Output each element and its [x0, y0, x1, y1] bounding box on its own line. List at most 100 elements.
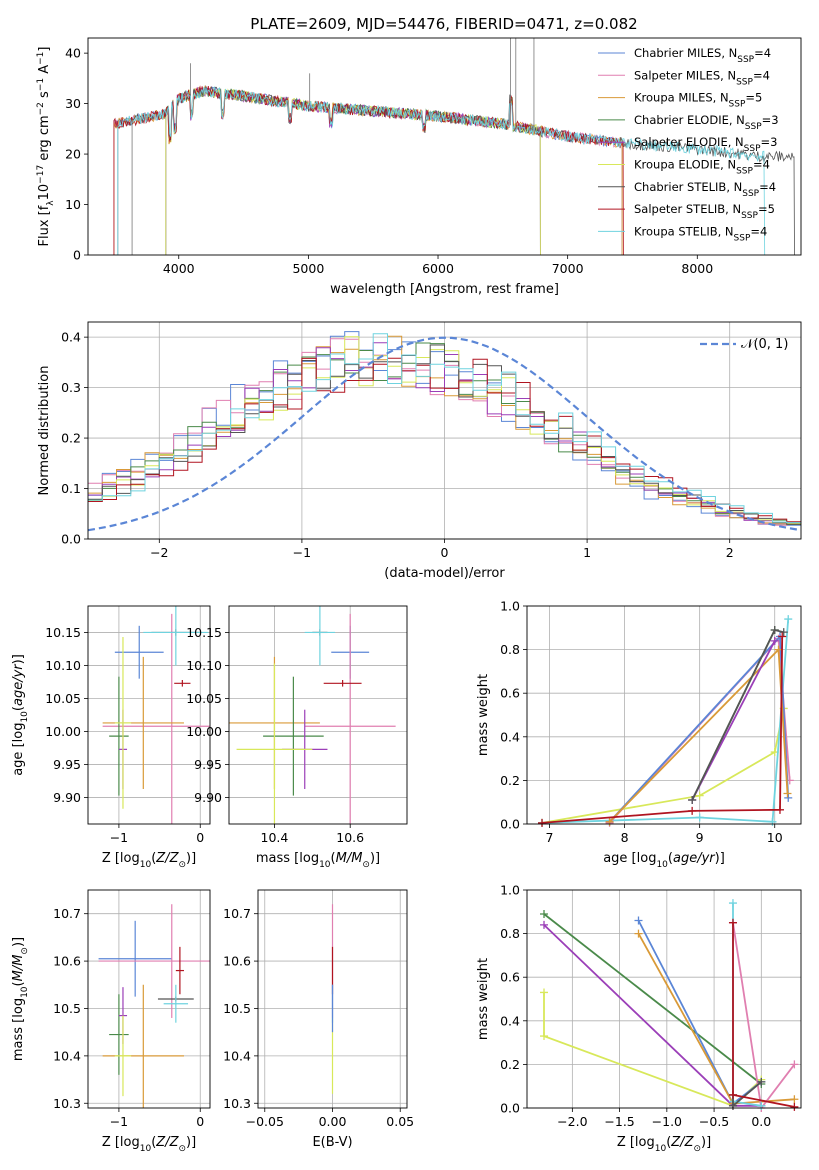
label-part: Z [log — [102, 1135, 140, 1150]
label-part: =4 — [759, 180, 776, 194]
y-tick-label: 20 — [65, 147, 81, 162]
histogram-kroupa-stelib — [88, 333, 801, 524]
ticks: −1 0 9.90 9.95 10.00 10.05 10.10 10.15 — [45, 625, 204, 845]
label-part: age/yr — [11, 663, 26, 706]
weight-line-chabrier-miles — [637, 920, 762, 1105]
weight-marker — [540, 1032, 549, 1041]
label-part: 10 — [20, 986, 30, 998]
label-part: ] — [37, 47, 52, 52]
y-tick-label: 0.8 — [500, 926, 520, 941]
histogram-salpeter-elodie — [88, 342, 801, 524]
label-part: Salpeter STELIB, N — [634, 202, 741, 216]
x-axis-label: wavelength [Angstrom, rest frame] — [330, 282, 559, 297]
y-tick-label: 10.4 — [53, 1048, 81, 1063]
panel-spectrum: 4000 5000 6000 7000 8000 0 10 20 30 40 wavelength … — [36, 37, 802, 297]
spectrum-lines — [113, 38, 795, 255]
y-tick-label: 0.0 — [500, 1101, 520, 1116]
axes-frame — [87, 889, 211, 1109]
weight-lines — [538, 615, 794, 827]
label-part: ( — [11, 981, 26, 986]
axes-frame — [526, 605, 802, 825]
x-axis-label: (data-model)/error — [384, 566, 505, 581]
label-part: )] — [186, 851, 196, 866]
y-tick-label: 10.3 — [223, 1096, 251, 1111]
label-part: =4 — [750, 224, 767, 238]
x-tick-label: 0.0 — [751, 1114, 771, 1129]
weight-marker — [688, 806, 697, 815]
y-tick-label: 10.10 — [45, 658, 81, 673]
y-tick-label: 0.4 — [500, 729, 520, 744]
label-part: Salpeter ELODIE, N — [634, 135, 744, 149]
label-part: Z [log — [102, 851, 140, 866]
label-part: λ — [46, 200, 56, 206]
x-tick-label: 1 — [583, 545, 591, 560]
weight-marker — [540, 920, 549, 929]
label-part: SSP — [744, 144, 761, 154]
label-part: )] — [186, 1135, 196, 1150]
label-part: age [log — [11, 723, 26, 776]
weight-marker — [775, 805, 784, 814]
legend-entry: Salpeter MILES, NSSP=4 — [634, 68, 770, 87]
panel-mass-vs-EBV: −0.05 0.00 0.05 10.3 10.4 10.5 10.6 10.7 E(B-V) — [223, 889, 414, 1150]
weight-marker — [634, 916, 643, 925]
y-tick-label: 0.0 — [500, 817, 520, 832]
histograms — [88, 331, 801, 532]
x-tick-label: 0 — [196, 830, 204, 845]
y-tick-label: 10.05 — [186, 691, 222, 706]
label-part: E(B-V) — [312, 1135, 352, 1150]
weight-marker — [783, 789, 792, 798]
y-tick-label: 0.2 — [500, 1057, 520, 1072]
label-part: Chabrier STELIB, N — [634, 180, 742, 194]
x-tick-label: −0.05 — [246, 1114, 284, 1129]
x-tick-label: 0 — [441, 545, 449, 560]
weight-marker — [728, 899, 737, 908]
grid — [527, 605, 801, 825]
label-part: ⊙ — [362, 860, 370, 870]
x-tick-label: −2 — [150, 545, 168, 560]
label-part: Flux [f — [37, 205, 52, 246]
legend-entry: Salpeter ELODIE, NSSP=3 — [634, 135, 777, 154]
y-tick-label: 0.8 — [500, 642, 520, 657]
label-part: 10 — [140, 860, 152, 870]
ticks: −0.05 0.00 0.05 10.3 10.4 10.5 10.6 10.7 — [223, 906, 414, 1129]
y-axis-label: Flux [fλ10−17 erg cm−2 s−1 A−1] — [36, 47, 56, 247]
spectrum-line-kroupa-stelib — [117, 85, 766, 255]
ticks: 7 8 9 10 0.0 0.2 0.4 0.6 0.8 1.0 — [500, 599, 783, 846]
ticks: −2.0 −1.5 −1.0 −0.5 0.0 0.0 0.2 0.4 0.6 0.8 1.0 — [500, 883, 771, 1130]
label-part: 10 — [655, 1144, 667, 1154]
weight-marker — [540, 988, 549, 997]
x-tick-label: −1 — [110, 1114, 128, 1129]
weight-marker — [778, 632, 787, 641]
y-tick-label: 10.7 — [53, 906, 81, 921]
y-axis-label: Normed distribution — [37, 366, 52, 496]
y-axis-label: mass weight — [476, 958, 491, 1040]
weight-marker — [728, 1101, 737, 1110]
label-part: wavelength [Angstrom, rest frame] — [330, 282, 559, 297]
label-part: Z/Z — [670, 1135, 694, 1150]
label-part: age/yr — [673, 851, 716, 866]
label-part: Normed distribution — [37, 366, 52, 496]
y-tick-label: 0.1 — [61, 481, 81, 496]
label-part: )] — [715, 851, 725, 866]
weight-marker — [688, 796, 697, 805]
x-tick-label: −2.0 — [557, 1114, 587, 1129]
y-tick-label: 9.90 — [194, 790, 222, 805]
y-tick-label: 10.5 — [53, 1001, 81, 1016]
y-tick-label: 10.15 — [45, 625, 81, 640]
label-part: −2 — [36, 102, 46, 115]
y-tick-label: 9.95 — [194, 757, 222, 772]
label-part: =3 — [761, 135, 778, 149]
x-tick-label: 0 — [196, 1114, 204, 1129]
label-part: Kroupa MILES, N — [634, 91, 729, 105]
ticks: −1 0 10.3 10.4 10.5 10.6 10.7 — [53, 906, 204, 1129]
label-part: ( — [151, 1135, 156, 1150]
x-tick-label: 6000 — [422, 261, 454, 276]
x-axis-label: age [log10(age/yr)] — [603, 851, 725, 870]
y-axis-label: age [log10(age/yr)] — [11, 654, 30, 776]
y-tick-label: 1.0 — [500, 883, 520, 898]
label-part: Kroupa STELIB, N — [634, 224, 734, 238]
label-part: ⊙ — [178, 860, 186, 870]
label-part: =4 — [753, 68, 770, 82]
